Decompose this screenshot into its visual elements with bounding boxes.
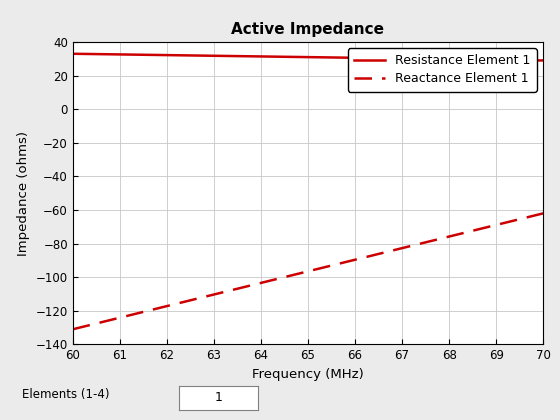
Text: 1: 1 [214, 391, 222, 404]
Resistance Element 1 [69, 51, 76, 56]
Resistance Element 1 [496, 58, 502, 63]
Reactance Element 1 [496, 222, 502, 227]
Reactance Element 1 [466, 229, 473, 234]
Reactance Element 1 [348, 258, 354, 263]
Legend: Resistance Element 1, Reactance Element 1: Resistance Element 1, Reactance Element … [348, 48, 537, 92]
Resistance Element 1 [71, 51, 78, 56]
Reactance Element 1 [540, 211, 547, 216]
Reactance Element 1 [71, 326, 78, 331]
Resistance Element 1 [349, 55, 356, 60]
Reactance Element 1 [349, 258, 356, 263]
Line: Resistance Element 1: Resistance Element 1 [73, 54, 543, 60]
Resistance Element 1 [348, 55, 354, 60]
Reactance Element 1 [69, 327, 76, 332]
Line: Reactance Element 1: Reactance Element 1 [73, 213, 543, 329]
Resistance Element 1 [540, 58, 547, 63]
Y-axis label: Impedance (ohms): Impedance (ohms) [17, 131, 30, 256]
Reactance Element 1 [357, 256, 364, 261]
Resistance Element 1 [357, 55, 364, 60]
Resistance Element 1 [466, 57, 473, 62]
Title: Active Impedance: Active Impedance [231, 22, 385, 37]
X-axis label: Frequency (MHz): Frequency (MHz) [252, 368, 364, 381]
Text: Elements (1-4): Elements (1-4) [22, 388, 110, 401]
